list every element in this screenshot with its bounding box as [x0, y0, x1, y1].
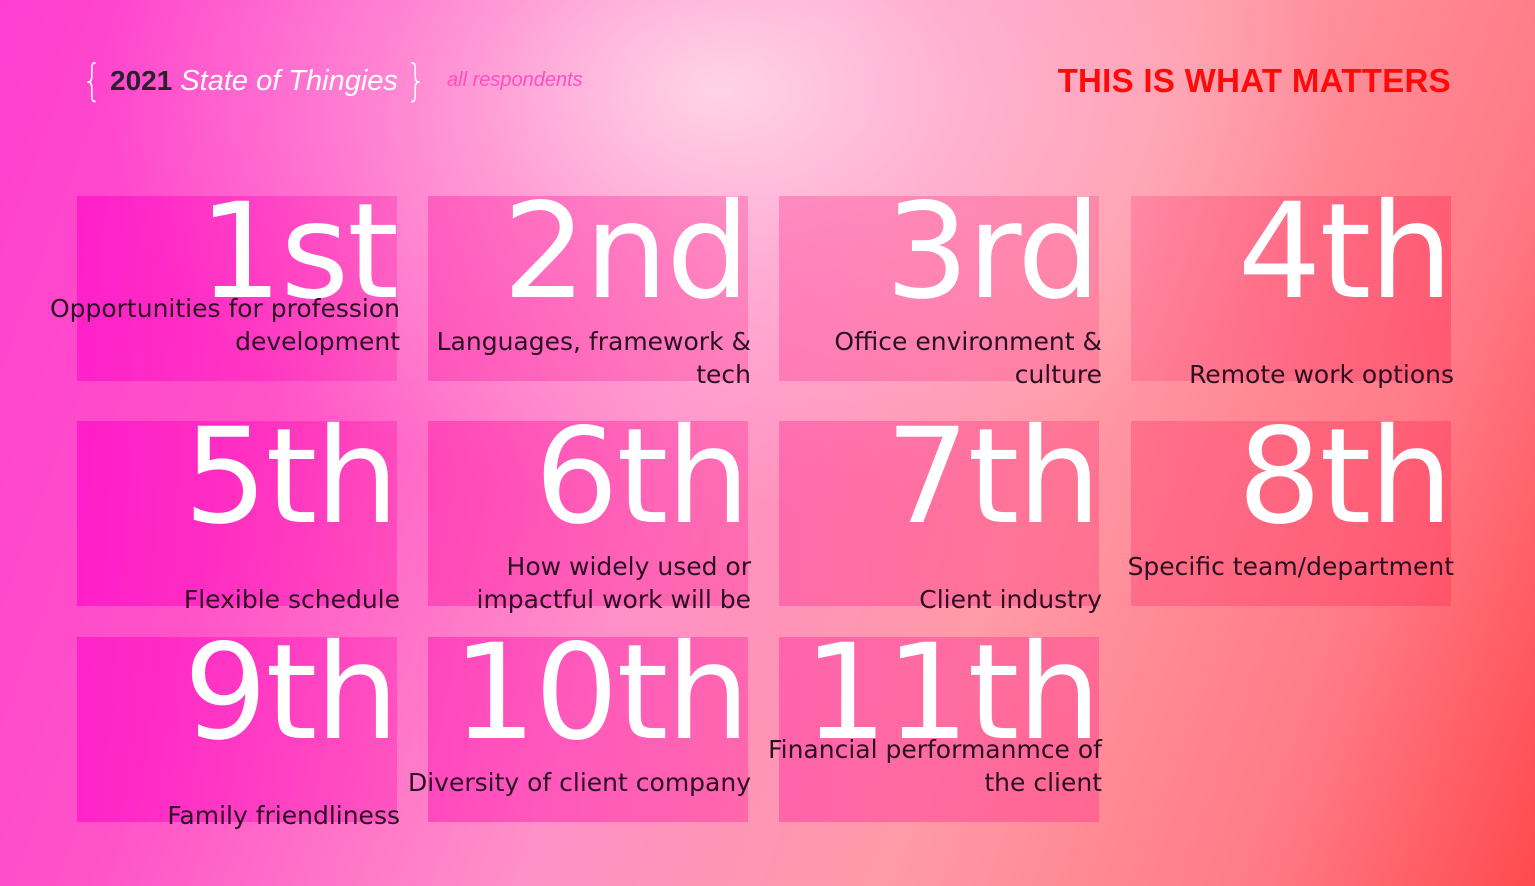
rank-label: Flexible schedule	[183, 585, 400, 614]
rank-card: 11th Financial performanmce of the clien…	[768, 627, 1102, 822]
rank-card-background	[428, 196, 748, 381]
rank-number: 10th	[452, 616, 750, 770]
rank-card: 7th Client industry	[779, 411, 1102, 614]
report-header: { 2021 State of Thingies }	[78, 56, 430, 106]
open-brace-icon: {	[82, 55, 102, 106]
rank-label: Diversity of client company	[407, 768, 751, 797]
close-brace-icon: }	[406, 55, 426, 106]
rank-card-background	[779, 421, 1099, 606]
rank-label: Office environment & culture	[834, 327, 1102, 389]
rank-card-background	[779, 637, 1099, 822]
rank-number: 3rd	[885, 175, 1101, 329]
rank-card-background	[77, 637, 397, 822]
rank-label: Specific team/department	[1127, 552, 1454, 581]
rank-card: 1st Opportunities for profession develop…	[50, 186, 400, 381]
report-title: State of Thingies	[180, 64, 398, 97]
rank-number: 9th	[183, 616, 399, 770]
rank-card: 6th How widely used or impactful work wi…	[428, 411, 751, 614]
rank-card: 10th Diversity of client company	[408, 627, 751, 822]
rank-card: 2nd Languages, framework & tech	[428, 186, 751, 389]
rank-number: 4th	[1237, 175, 1453, 329]
report-subtitle: all respondents	[447, 69, 583, 91]
rank-card: 5th Flexible schedule	[77, 411, 400, 614]
rank-label: Financial performanmce of the client	[768, 735, 1102, 797]
rank-label: Opportunities for profession development	[49, 294, 400, 356]
rank-number: 7th	[885, 400, 1101, 554]
rank-number: 1st	[198, 175, 399, 329]
rank-label: Languages, framework & tech	[436, 327, 751, 389]
rank-label: How widely used or impactful work will b…	[476, 552, 752, 614]
rank-label: Remote work options	[1189, 360, 1454, 389]
rank-card-background	[1131, 196, 1451, 381]
rank-number: 8th	[1237, 400, 1453, 554]
rank-number: 2nd	[502, 175, 750, 329]
rank-label: Family friendliness	[167, 801, 400, 830]
rank-card-background	[1131, 421, 1451, 606]
rank-number: 11th	[803, 616, 1101, 770]
rank-card: 4th Remote work options	[1131, 186, 1454, 389]
rank-label: Client industry	[919, 585, 1102, 614]
page-headline: THIS IS WHAT MATTERS	[1057, 62, 1451, 99]
rank-number: 5th	[183, 400, 399, 554]
rank-card-background	[77, 196, 397, 381]
rank-card-background	[428, 637, 748, 822]
rank-card: 8th Specific team/department	[1128, 411, 1454, 606]
rank-number: 6th	[534, 400, 750, 554]
rank-card-background	[428, 421, 748, 606]
rank-card-background	[77, 421, 397, 606]
rank-card-background	[779, 196, 1099, 381]
rank-card: 3rd Office environment & culture	[779, 186, 1102, 389]
rank-card: 9th Family friendliness	[77, 627, 400, 830]
report-year: 2021	[110, 65, 173, 96]
